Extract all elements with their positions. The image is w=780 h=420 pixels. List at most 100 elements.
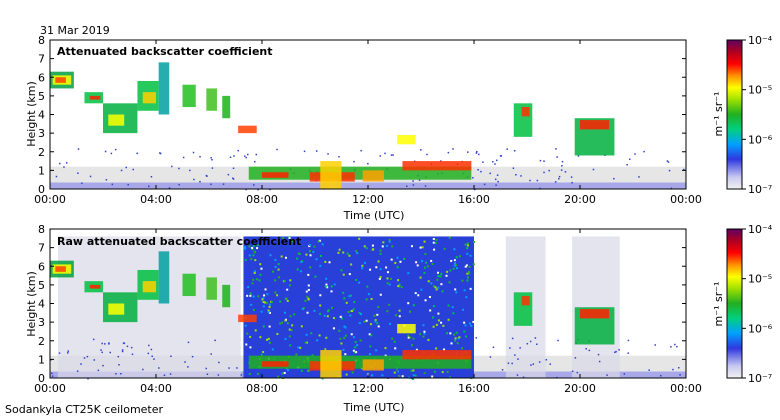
backscatter-speck: [367, 162, 369, 165]
raw-noise-speck: [439, 275, 442, 278]
raw-noise-speck: [296, 257, 299, 260]
backscatter-speck: [453, 349, 456, 351]
raw-noise-speck: [440, 283, 443, 286]
raw-noise-speck: [324, 260, 327, 263]
raw-noise-speck: [421, 260, 424, 263]
bottom-cloud-layer-8: [142, 281, 156, 293]
backscatter-speck: [554, 181, 557, 183]
backscatter-speck: [472, 177, 474, 179]
raw-noise-speck: [381, 245, 384, 248]
bottom-cloud-layer-9: [158, 251, 170, 304]
backscatter-speck: [598, 360, 601, 363]
backscatter-speck: [169, 373, 172, 375]
backscatter-speck: [500, 155, 503, 157]
raw-noise-speck: [386, 310, 389, 313]
raw-noise-speck: [368, 333, 371, 336]
raw-noise-speck: [299, 346, 302, 349]
raw-noise-speck: [295, 353, 298, 356]
backscatter-speck: [627, 352, 630, 354]
raw-noise-speck: [256, 244, 259, 247]
backscatter-speck: [132, 168, 135, 171]
panel-top: Attenuated backscatter coefficient 00:00…: [25, 34, 773, 222]
backscatter-speck: [423, 370, 426, 373]
backscatter-speck: [199, 180, 201, 183]
raw-noise-speck: [377, 305, 380, 308]
backscatter-speck: [51, 375, 54, 377]
backscatter-speck: [237, 149, 240, 152]
backscatter-speck: [205, 367, 207, 370]
backscatter-speck: [390, 154, 393, 156]
raw-noise-speck: [255, 278, 258, 281]
raw-noise-speck: [350, 333, 353, 336]
raw-noise-speck: [350, 309, 353, 312]
backscatter-speck: [130, 346, 133, 349]
backscatter-speck: [424, 185, 427, 187]
raw-noise-speck: [388, 239, 391, 242]
backscatter-speck: [159, 152, 161, 154]
raw-noise-speck: [470, 324, 473, 327]
raw-noise-speck: [274, 258, 277, 261]
raw-noise-speck: [419, 246, 422, 249]
backscatter-speck: [210, 156, 212, 159]
backscatter-speck: [497, 180, 499, 183]
raw-noise-speck: [300, 369, 303, 372]
raw-noise-speck: [412, 304, 415, 307]
backscatter-speck: [577, 155, 580, 157]
raw-noise-speck: [333, 317, 336, 320]
raw-noise-speck: [345, 301, 348, 304]
raw-noise-speck: [268, 305, 271, 308]
backscatter-speck: [412, 180, 414, 182]
raw-noise-speck: [466, 272, 469, 275]
raw-noise-speck: [263, 294, 266, 297]
raw-noise-speck: [268, 325, 271, 328]
raw-noise-speck: [388, 303, 391, 306]
raw-noise-speck: [353, 351, 356, 354]
raw-noise-speck: [300, 325, 303, 328]
raw-noise-speck: [342, 291, 345, 294]
raw-noise-speck: [434, 241, 437, 244]
raw-noise-speck: [338, 248, 341, 251]
raw-noise-speck: [276, 333, 279, 336]
raw-noise-speck: [389, 277, 392, 280]
backscatter-speck: [92, 338, 95, 341]
raw-noise-speck: [260, 353, 263, 356]
raw-noise-speck: [254, 259, 257, 262]
panel-bottom: Raw attenuated backscatter coefficient 0…: [25, 223, 773, 414]
raw-noise-speck: [454, 262, 457, 265]
raw-noise-speck: [308, 369, 311, 372]
raw-noise-speck: [338, 329, 341, 332]
top-panel-title: Attenuated backscatter coefficient: [57, 45, 273, 58]
raw-noise-speck: [318, 239, 321, 242]
raw-noise-speck: [378, 277, 381, 280]
top-cloud-layer-4: [89, 95, 101, 100]
raw-noise-speck: [307, 273, 310, 276]
raw-noise-speck: [288, 335, 291, 338]
raw-noise-speck: [423, 332, 426, 335]
backscatter-speck: [520, 175, 522, 177]
backscatter-speck: [236, 367, 238, 369]
backscatter-speck: [517, 358, 519, 360]
x-tick-label: 16:00: [458, 382, 490, 395]
raw-noise-speck: [409, 310, 412, 313]
raw-noise-speck: [347, 310, 350, 313]
raw-noise-speck: [401, 375, 404, 378]
backscatter-speck: [214, 339, 216, 342]
backscatter-speck: [538, 361, 541, 363]
raw-noise-speck: [289, 344, 292, 347]
raw-noise-speck: [349, 294, 352, 297]
y-tick-label: 2: [38, 146, 45, 159]
backscatter-speck: [464, 375, 467, 378]
backscatter-speck: [534, 337, 537, 339]
raw-noise-speck: [466, 252, 469, 255]
raw-noise-speck: [466, 244, 469, 247]
raw-noise-speck: [288, 237, 291, 240]
backscatter-speck: [556, 156, 558, 158]
backscatter-speck: [418, 179, 421, 181]
raw-noise-speck: [459, 255, 462, 258]
top-cloud-layer-9: [158, 62, 170, 115]
raw-noise-speck: [261, 298, 264, 301]
raw-noise-speck: [259, 336, 262, 339]
raw-noise-speck: [379, 249, 382, 252]
raw-noise-speck: [308, 245, 311, 248]
